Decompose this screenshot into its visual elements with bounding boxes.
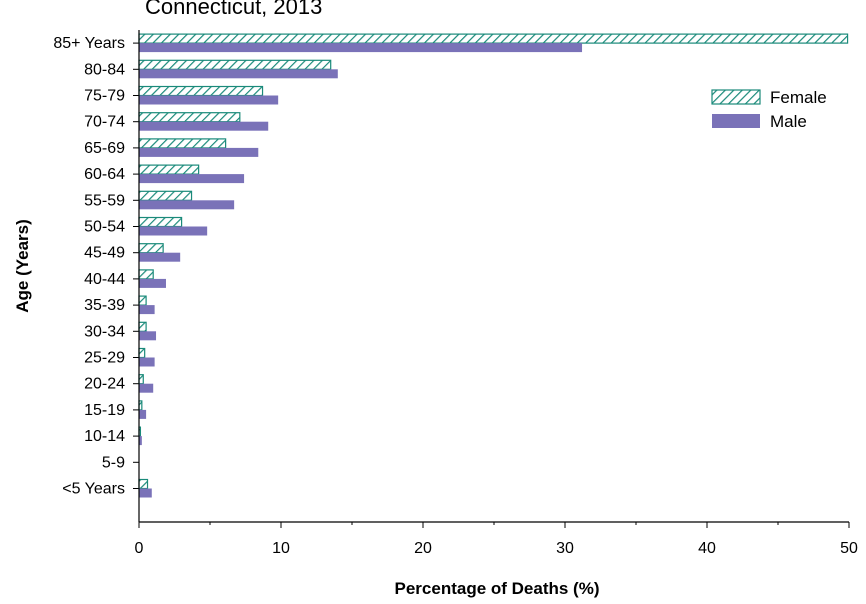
y-tick-label: 30-34: [84, 323, 125, 340]
x-tick-label: 10: [272, 540, 290, 557]
bar-male: [139, 121, 269, 131]
y-tick-label: 35-39: [84, 297, 125, 314]
y-tick-label: 70-74: [84, 114, 125, 131]
x-tick-label: 30: [556, 540, 574, 557]
y-tick-label: 75-79: [84, 88, 125, 105]
y-tick-label: 5-9: [102, 454, 125, 471]
y-tick-label: 55-59: [84, 192, 125, 209]
bar-male: [139, 278, 166, 288]
bar-male: [139, 488, 152, 498]
y-tick-label: 80-84: [84, 61, 125, 78]
y-tick-label: 20-24: [84, 376, 125, 393]
y-tick-label: 40-44: [84, 271, 125, 288]
y-tick-label: <5 Years: [62, 481, 125, 498]
y-tick-label: 65-69: [84, 140, 125, 157]
bar-male: [139, 69, 338, 79]
legend-swatch-female: [711, 89, 761, 105]
bar-female: [138, 85, 264, 97]
bar-female: [138, 347, 146, 359]
x-axis-title: Percentage of Deaths (%): [395, 579, 600, 598]
y-tick-label: 10-14: [84, 428, 125, 445]
y-tick-label: 45-49: [84, 245, 125, 262]
y-tick-label: 15-19: [84, 402, 125, 419]
x-tick-label: 0: [135, 540, 144, 557]
chart-title: Connecticut, 2013: [145, 0, 322, 19]
bar-female: [138, 295, 147, 306]
bar-male: [139, 147, 259, 157]
bar-male: [139, 200, 235, 210]
bar-male: [139, 43, 583, 53]
bar-female: [138, 269, 154, 280]
bar-male: [139, 174, 245, 184]
bar-female: [138, 374, 144, 385]
bar-female: [138, 59, 332, 70]
x-tick-label: 40: [698, 540, 716, 557]
legend-label-female: Female: [770, 88, 827, 107]
y-tick-label: 25-29: [84, 350, 125, 367]
y-tick-label: 60-64: [84, 166, 125, 183]
x-tick-label: 50: [840, 540, 858, 557]
legend: Female Male: [711, 88, 827, 131]
bar-female: [138, 321, 147, 332]
bar-female: [138, 216, 183, 228]
plot-area: 85+ Years 80-84 75-79 70-74 65-69 60-64 55-59 5…: [53, 30, 858, 557]
bar-male: [139, 357, 155, 367]
bar-female: [138, 190, 193, 201]
bar-female: [138, 138, 227, 149]
bar-male: [139, 305, 155, 315]
bar-male: [139, 226, 208, 236]
y-tick-label: 85+ Years: [53, 35, 125, 52]
bar-female: [138, 478, 149, 490]
bar-male: [139, 95, 279, 105]
bar-male: [139, 436, 142, 446]
x-tick-label: 20: [414, 540, 432, 557]
bar-male: [139, 409, 147, 419]
y-tick-label: 50-54: [84, 219, 125, 236]
bar-female: [138, 243, 164, 254]
legend-swatch-male: [712, 114, 760, 128]
bar-female: [138, 112, 241, 123]
bar-male: [139, 331, 157, 341]
bar-male: [139, 252, 181, 262]
y-axis-title: Age (Years): [13, 219, 32, 313]
bar-male: [139, 383, 154, 393]
legend-label-male: Male: [770, 112, 807, 131]
bar-female: [138, 33, 849, 44]
bar-female: [138, 164, 200, 175]
